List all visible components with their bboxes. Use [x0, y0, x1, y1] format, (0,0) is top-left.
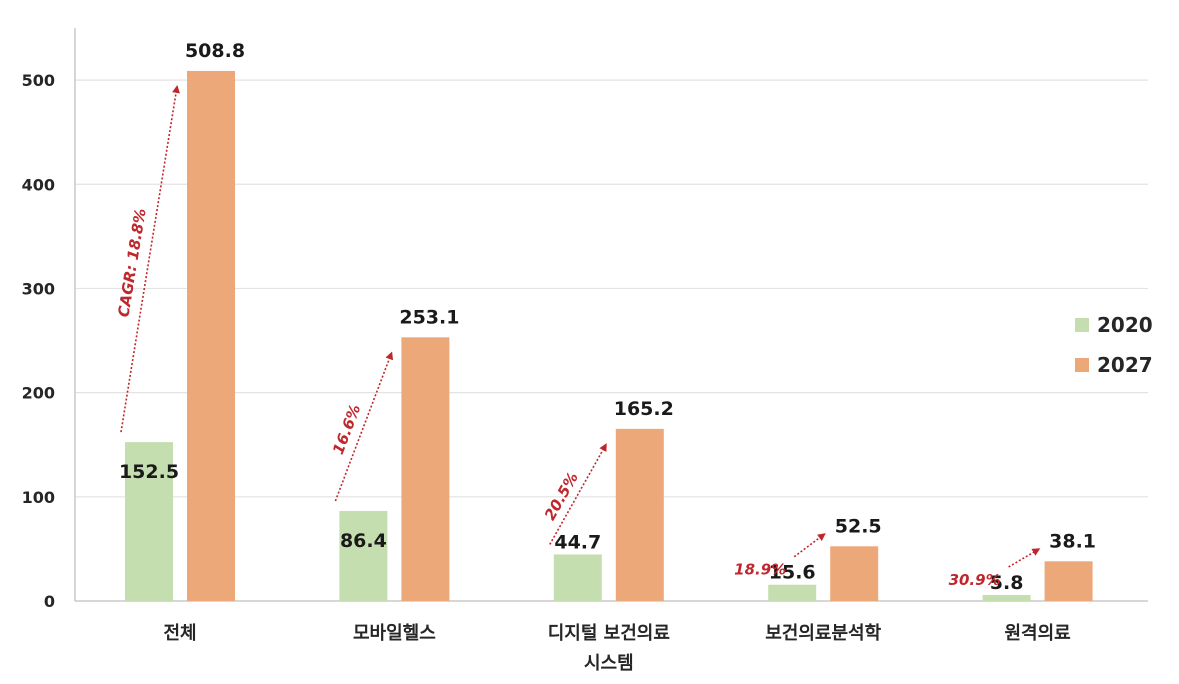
legend-swatch [1075, 358, 1089, 372]
data-label-2020: 152.5 [119, 461, 179, 483]
cagr-label: 20.5% [541, 469, 582, 523]
bar-2020 [339, 510, 388, 601]
y-tick-label: 200 [22, 384, 55, 403]
legend-swatch [1075, 318, 1089, 332]
x-category-label: 시스템 [584, 653, 634, 674]
bars [125, 70, 1093, 601]
bar-2020 [982, 594, 1031, 601]
cagr-label: CAGR: 18.8% [114, 207, 149, 318]
legend-label: 2027 [1097, 353, 1153, 377]
y-tick-label: 500 [22, 71, 55, 90]
cagr-arrow [793, 533, 826, 558]
legend: 2020 2027 [1075, 313, 1153, 377]
y-tick-label: 0 [44, 592, 55, 611]
y-tick-label: 100 [22, 488, 55, 507]
x-category-label: 보건의료분석학 [765, 622, 881, 644]
cagr-label: 16.6% [329, 402, 364, 457]
data-label-2027: 38.1 [1049, 530, 1096, 552]
y-tick-label: 300 [22, 279, 55, 298]
y-tick-label: 400 [22, 175, 55, 194]
data-label-2027: 253.1 [399, 306, 459, 328]
data-label-2027: 52.5 [835, 515, 882, 537]
bar-2020 [553, 554, 602, 601]
data-label-2020: 5.8 [990, 572, 1024, 594]
cagr-arrow [549, 443, 607, 545]
bar-2027 [1044, 561, 1093, 601]
x-category-label: 모바일헬스 [353, 623, 436, 644]
data-label-2020: 15.6 [769, 562, 816, 584]
bar-2027 [187, 70, 235, 601]
bar-2027 [615, 428, 664, 601]
x-category-label: 전체 [163, 623, 196, 644]
data-labels: 152.5508.886.4253.144.7165.215.652.55.83… [119, 40, 1096, 594]
cagr-annotations: CAGR: 18.8% 16.6% 20.5% 18.9% 30.9% [114, 84, 1041, 589]
cagr-arrow [1008, 548, 1041, 568]
data-label-2027: 508.8 [185, 40, 245, 62]
data-label-2027: 165.2 [614, 398, 674, 420]
cagr-label: 30.9% [949, 571, 1001, 589]
legend-label: 2020 [1097, 313, 1153, 337]
gridlines [75, 79, 1148, 498]
data-label-2020: 86.4 [340, 530, 387, 552]
bar-2020 [768, 584, 817, 601]
cagr-label: 18.9% [734, 561, 786, 579]
bar-2027 [401, 337, 450, 601]
bar-2020 [125, 442, 173, 601]
bar-2027 [830, 546, 879, 601]
data-label-2020: 44.7 [554, 531, 601, 553]
x-category-label: 원격의료 [1004, 623, 1070, 644]
x-category-label: 디지털 보건의료 [548, 623, 670, 644]
